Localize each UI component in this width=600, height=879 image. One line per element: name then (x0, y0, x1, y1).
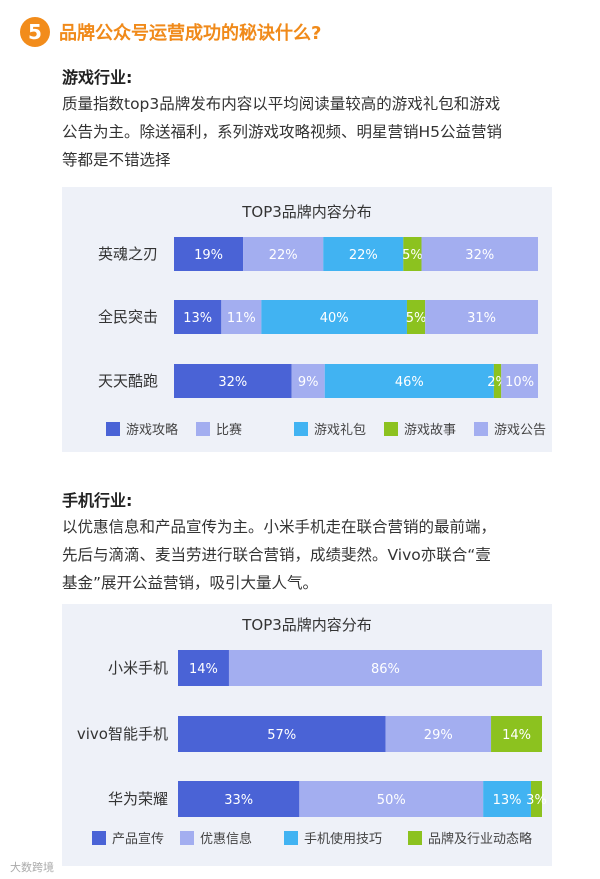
bar-segment (493, 364, 502, 398)
number-badge: 5 (20, 17, 50, 47)
bar-segment (174, 237, 244, 271)
legend-swatch (474, 422, 488, 436)
data-label: 13% (183, 311, 212, 326)
data-label: 22% (269, 248, 298, 263)
chart-title: TOP3品牌内容分布 (241, 203, 372, 221)
bar-segment (530, 781, 542, 817)
section2-paragraph: 以优惠信息和产品宣传为主。小米手机走在联合营销的最前端， 先后与滴滴、麦当劳进行… (62, 513, 562, 597)
data-label: 3% (526, 793, 547, 808)
legend-label: 品牌及行业动态略 (428, 831, 532, 847)
legend-label: 比赛 (216, 422, 242, 438)
legend-swatch (408, 831, 422, 845)
data-label: 29% (424, 728, 453, 743)
legend-label: 游戏故事 (404, 423, 456, 438)
legend-label: 游戏攻略 (126, 422, 178, 438)
bar-segment (174, 300, 222, 334)
bar-segment (403, 237, 422, 271)
section1-line: 等都是不错选择 (62, 151, 171, 169)
bar-segment (425, 300, 538, 334)
data-label: 33% (224, 793, 253, 808)
section2-line: 以优惠信息和产品宣传为主。小米手机走在联合营销的最前端， (62, 518, 497, 536)
watermark: 大数跨境 (10, 861, 54, 874)
data-label: 50% (377, 793, 406, 808)
legend-swatch (180, 831, 194, 845)
data-label: 40% (320, 311, 349, 326)
category-label: vivo智能手机 (77, 725, 168, 743)
bar-segment (178, 716, 386, 752)
bar-segment (261, 300, 407, 334)
bar-segment (221, 300, 262, 334)
category-label: 天天酷跑 (98, 372, 158, 390)
data-label: 13% (493, 793, 522, 808)
data-label: 9% (298, 375, 319, 390)
bar-segment (483, 781, 531, 817)
bar-segment (421, 237, 538, 271)
legend-swatch (92, 831, 106, 845)
legend-swatch (294, 422, 308, 436)
legend-swatch (284, 831, 298, 845)
bar-segment (385, 716, 492, 752)
data-label: 5% (406, 311, 427, 326)
section2-line: 先后与滴滴、麦当劳进行联合营销，成绩斐然。Vivo亦联合“壹 (62, 546, 491, 564)
legend-label: 优惠信息 (200, 831, 252, 847)
category-label: 全民突击 (98, 308, 158, 326)
data-label: 14% (502, 728, 531, 743)
bar-segment (501, 364, 538, 398)
bar-segment (491, 716, 542, 752)
section-header: 5 品牌公众号运营成功的秘诀什么? (20, 14, 321, 50)
data-label: 19% (194, 248, 223, 263)
data-label: 32% (218, 375, 247, 390)
bar-segment (174, 364, 292, 398)
category-label: 英魂之刃 (98, 245, 158, 263)
bar-segment (228, 650, 542, 686)
chart-box-game: TOP3品牌内容分布英魂之刃 19% 22% 22% 5% 32% 全民突击 13% 11% 40… (62, 187, 552, 452)
data-label: 46% (395, 375, 424, 390)
section2-line: 基金”展开公益营销，吸引大量人气。 (62, 574, 319, 592)
legend-label: 手机使用技巧 (304, 831, 382, 847)
bar-segment (178, 650, 229, 686)
data-label: 32% (465, 248, 494, 263)
data-label: 10% (505, 375, 534, 390)
legend-swatch (106, 422, 120, 436)
section1-title: 游戏行业: (62, 68, 133, 87)
header-title: 品牌公众号运营成功的秘诀什么? (59, 23, 322, 44)
bar-segment (406, 300, 426, 334)
data-label: 22% (349, 248, 378, 263)
legend-label: 游戏公告 (494, 423, 546, 438)
category-label: 小米手机 (108, 659, 168, 677)
data-label: 57% (267, 728, 296, 743)
data-label: 86% (371, 662, 400, 677)
category-label: 华为荣耀 (108, 790, 168, 808)
bar-segment (243, 237, 324, 271)
section2-title: 手机行业: (62, 491, 133, 510)
legend-label: 产品宣传 (112, 831, 164, 847)
section1-line: 质量指数top3品牌发布内容以平均阅读量较高的游戏礼包和游戏 (62, 95, 501, 113)
bar-segment (291, 364, 325, 398)
bar-segment (324, 364, 494, 398)
data-label: 5% (402, 248, 423, 263)
chart-title: TOP3品牌内容分布 (241, 616, 372, 634)
legend-label: 游戏礼包 (314, 422, 366, 438)
legend-swatch (196, 422, 210, 436)
section1-line: 公告为主。除送福利，系列游戏攻略视频、明星营销H5公益营销 (62, 123, 503, 141)
bar-segment (178, 781, 300, 817)
chart-box-phone: TOP3品牌内容分布小米手机 14% 86% vivo智能手机 57% 29% 14% 华为荣… (62, 604, 552, 866)
data-label: 31% (467, 311, 496, 326)
section1-paragraph: 质量指数top3品牌发布内容以平均阅读量较高的游戏礼包和游戏 公告为主。除送福利… (62, 90, 562, 174)
legend-swatch (384, 422, 398, 436)
data-label: 11% (227, 311, 256, 326)
bar-segment (299, 781, 484, 817)
bar-segment (323, 237, 404, 271)
data-label: 14% (189, 662, 218, 677)
